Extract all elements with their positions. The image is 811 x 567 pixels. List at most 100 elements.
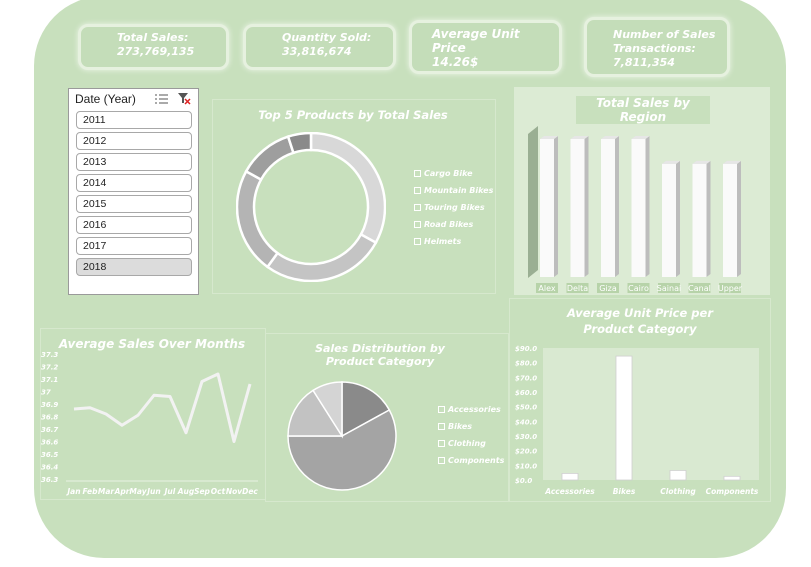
kpi-value: 273,769,135 <box>117 45 195 58</box>
y-tick-label: 37.2 <box>41 364 58 372</box>
x-tick-label: Apr <box>114 487 131 496</box>
region-label: Delta <box>567 284 588 293</box>
x-tick-label: Sep <box>194 487 210 496</box>
y-tick-label: $30.0 <box>515 433 537 441</box>
region-bar[interactable] <box>692 163 707 277</box>
y-tick-label: $50.0 <box>515 404 537 412</box>
unitprice-panel <box>509 298 771 502</box>
y-tick-label: 36.3 <box>41 476 58 484</box>
y-tick-label: 37 <box>41 389 51 397</box>
region-bar[interactable] <box>662 163 676 277</box>
unitprice-bar[interactable] <box>615 355 633 481</box>
top5-title: Top 5 Products by Total Sales <box>258 108 448 122</box>
region-label: Sainai <box>657 284 681 293</box>
y-tick-label: $20.0 <box>515 448 537 456</box>
x-tick-label: Components <box>706 487 759 496</box>
region-bar[interactable] <box>540 139 554 277</box>
slicer-item-2018[interactable]: 2018 <box>76 258 192 276</box>
legend-item: Mountain Bikes <box>414 186 493 195</box>
donut-slice[interactable] <box>236 169 280 269</box>
sales-line[interactable] <box>73 372 252 443</box>
kpi-value: 14.26$ <box>432 55 479 69</box>
kpi-number-transactions[interactable]: Number of Sales Transactions: 7,811,354 <box>584 17 730 77</box>
legend-swatch <box>414 238 421 245</box>
unitprice-bar[interactable] <box>561 472 579 481</box>
distribution-panel <box>265 333 509 502</box>
legend-swatch <box>438 406 445 413</box>
pie-slice[interactable] <box>287 408 397 491</box>
y-tick-label: 36.8 <box>41 414 58 422</box>
legend-item: Bikes <box>438 422 472 431</box>
unitprice-bar[interactable] <box>669 470 687 481</box>
y-tick-label: 37.1 <box>41 376 58 384</box>
kpi-label: Number of Sales Transactions: <box>613 28 716 55</box>
unitprice-title: Average Unit Price per Product Category <box>566 306 713 336</box>
legend-label: Accessories <box>448 405 501 414</box>
y-tick-label: 36.5 <box>41 451 58 459</box>
pie-slice[interactable] <box>287 389 344 437</box>
region-bar-chart: Alex Delta Giza Cairo Sainai Canal Upper <box>528 126 743 293</box>
year-slicer[interactable]: Date (Year) 2011 2012 2013 2014 2015 2016 2017… <box>68 88 199 295</box>
y-tick-label: 36.4 <box>41 464 58 472</box>
region-bar-top <box>692 160 711 164</box>
distribution-title: Sales Distribution by Product Category <box>315 342 445 368</box>
months-line-chart: 37.3 37.2 37.1 37 36.9 36.8 36.7 36.6 36.5 36.4 36… <box>41 351 258 496</box>
region-title: Total Sales by Region <box>576 96 710 124</box>
region-bar[interactable] <box>570 139 585 277</box>
slicer-item-2012[interactable]: 2012 <box>76 132 192 150</box>
legend-item: Components <box>438 456 504 465</box>
slicer-item-2011[interactable]: 2011 <box>76 111 192 129</box>
region-label: Cairo <box>628 284 649 293</box>
donut-slice[interactable] <box>286 132 313 155</box>
donut-slice[interactable] <box>309 132 386 245</box>
region-bar-side <box>554 136 558 277</box>
legend-label: Mountain Bikes <box>424 186 494 195</box>
region-label-bg <box>658 283 680 293</box>
kpi-quantity-sold[interactable]: Quantity Sold: 33,816,674 <box>243 24 396 70</box>
region-bar-side <box>706 160 711 277</box>
slicer-item-2014[interactable]: 2014 <box>76 174 192 192</box>
pie-slice[interactable] <box>341 381 391 438</box>
slicer-item-2016[interactable]: 2016 <box>76 216 192 234</box>
x-tick-label: Feb <box>83 487 99 496</box>
region-bar[interactable] <box>631 139 646 277</box>
kpi-label: Total Sales: <box>117 31 189 44</box>
region-bar-side <box>615 136 619 277</box>
multi-select-icon[interactable] <box>155 93 169 105</box>
clear-filter-icon[interactable] <box>177 92 191 105</box>
slicer-item-2013[interactable]: 2013 <box>76 153 192 171</box>
kpi-total-sales[interactable]: Total Sales: 273,769,135 <box>78 24 229 70</box>
legend-swatch <box>414 204 421 211</box>
region-bar-top <box>601 136 619 139</box>
unitprice-bar[interactable] <box>723 475 741 481</box>
region-bar[interactable] <box>723 163 737 277</box>
x-tick-label: May <box>129 487 147 496</box>
legend-swatch <box>414 221 421 228</box>
distribution-pie-chart <box>287 381 397 491</box>
region-bar[interactable] <box>601 139 615 277</box>
plot-area <box>543 348 759 480</box>
y-tick-label: 36.9 <box>41 401 58 409</box>
region-label-bg <box>536 283 558 293</box>
region-label: Alex <box>538 284 555 293</box>
donut-slice[interactable] <box>244 135 295 182</box>
region-bar-top <box>723 160 741 164</box>
y-tick-label: $70.0 <box>515 374 537 382</box>
y-tick-label: $0.0 <box>515 477 532 485</box>
legend-label: Components <box>448 456 505 465</box>
legend-label: Bikes <box>448 422 473 431</box>
x-tick-label: Aug <box>177 487 195 496</box>
unitprice-bar-chart: $90.0 $80.0 $70.0 $60.0 $50.0 $40.0 $30.0 $20.0… <box>515 345 759 496</box>
pie-slice[interactable] <box>312 381 343 439</box>
x-tick-label: Jul <box>163 487 176 496</box>
kpi-average-unit-price[interactable]: Average Unit Price 14.26$ <box>409 20 562 74</box>
region-bar-side <box>645 136 650 277</box>
legend-label: Road Bikes <box>424 220 474 229</box>
slicer-item-2017[interactable]: 2017 <box>76 237 192 255</box>
donut-slice[interactable] <box>265 232 378 282</box>
legend-item: Road Bikes <box>414 220 473 229</box>
x-tick-label: Jun <box>145 487 160 496</box>
slicer-title: Date (Year) <box>75 92 136 106</box>
region-label-bg <box>566 283 589 293</box>
slicer-item-2015[interactable]: 2015 <box>76 195 192 213</box>
